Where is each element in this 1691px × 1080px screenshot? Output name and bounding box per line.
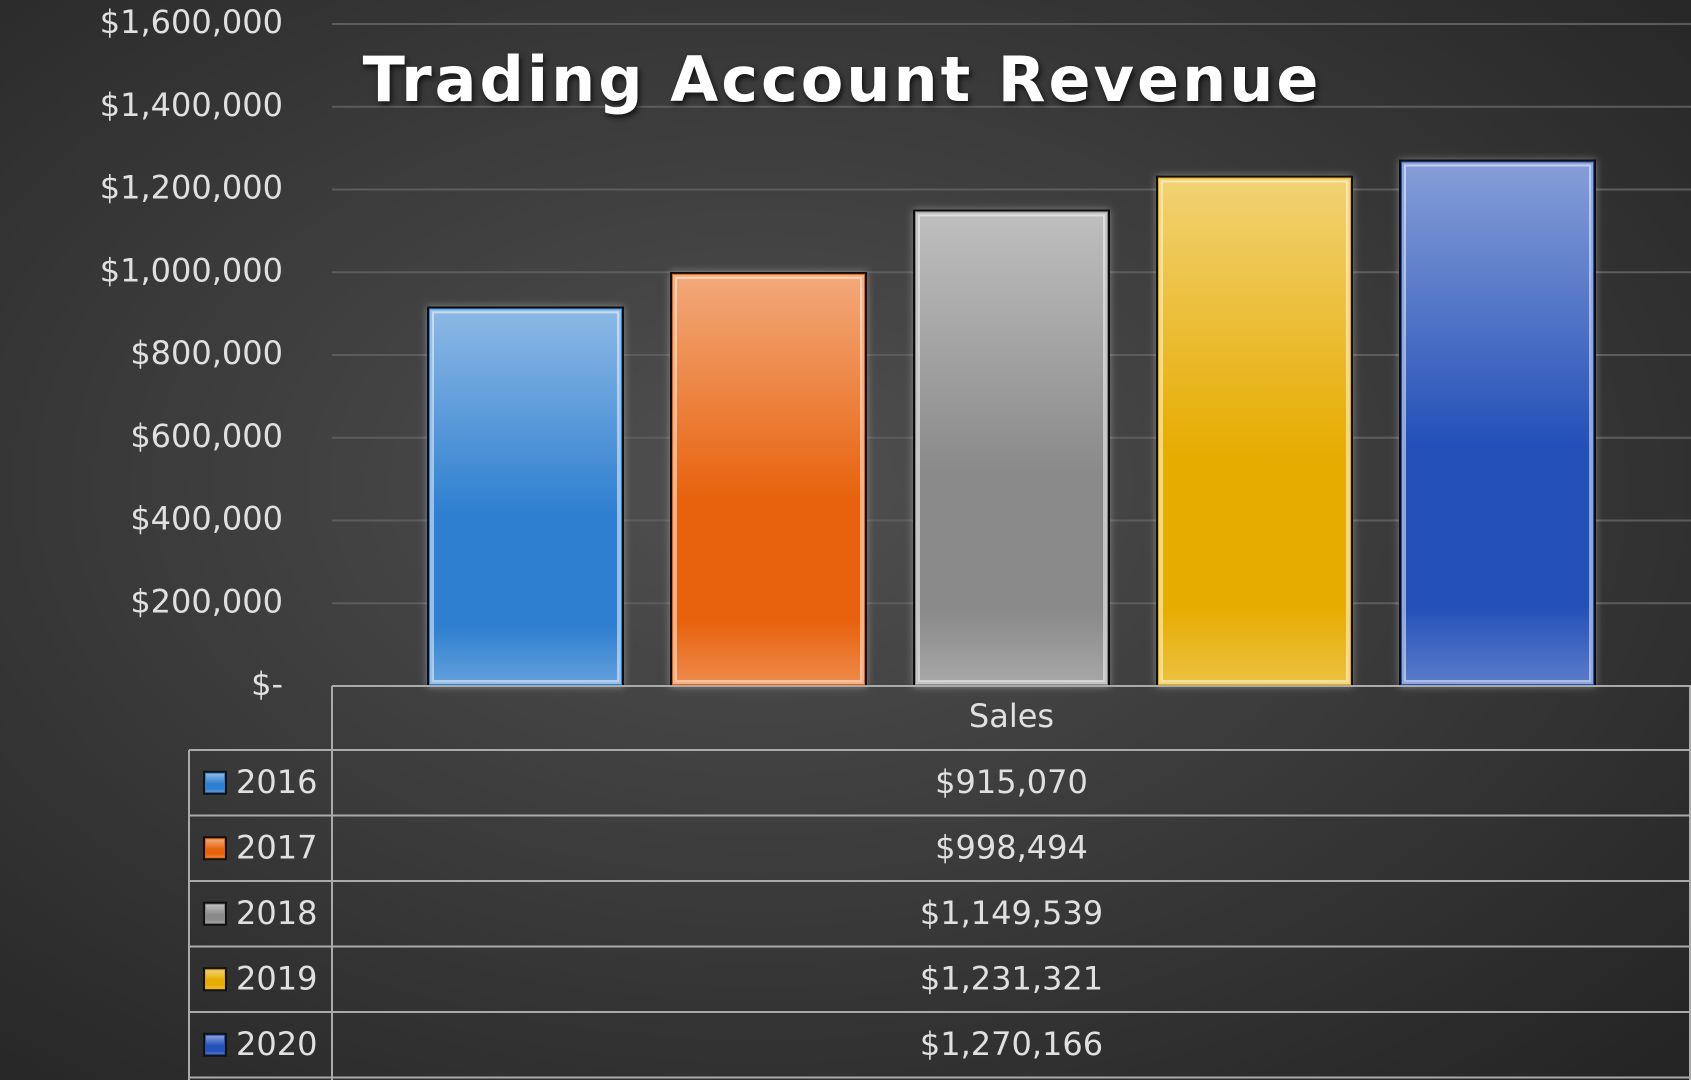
legend-key-shine (206, 904, 224, 923)
data-label: $998,494 (935, 828, 1088, 866)
chart-title: Trading Account Revenue (363, 43, 1322, 116)
legend-key-shine (206, 1035, 224, 1054)
legend-label: 2017 (236, 828, 317, 866)
legend-label: 2016 (236, 763, 317, 801)
bar-shine (916, 212, 1107, 684)
legend-label: 2020 (236, 1025, 317, 1063)
data-label: $1,231,321 (920, 959, 1103, 997)
y-tick-label: $1,600,000 (100, 3, 283, 41)
bar-shine (430, 309, 621, 684)
legend-key-shine (206, 839, 224, 858)
bar-shine (673, 274, 864, 684)
y-tick-label: $800,000 (130, 334, 283, 372)
legend-label: 2019 (236, 959, 317, 997)
data-label: $1,149,539 (920, 894, 1103, 932)
y-tick-label: $400,000 (130, 500, 283, 538)
data-label: $1,270,166 (920, 1025, 1103, 1063)
legend-key-shine (206, 970, 224, 989)
plot: $- $200,000 $400,000 $600,000 $800,000 $1,000… (100, 3, 1691, 1080)
y-tick-label: $1,400,000 (100, 86, 283, 124)
table-header: Sales (969, 697, 1054, 735)
legend-label: 2018 (236, 894, 317, 932)
bar-shine (1159, 178, 1350, 685)
y-tick-label: $600,000 (130, 417, 283, 455)
data-label: $915,070 (935, 763, 1088, 801)
y-tick-label: $200,000 (130, 582, 283, 620)
y-tick-label: $1,000,000 (100, 251, 283, 289)
y-tick-label: $1,200,000 (100, 169, 283, 207)
bar-shine (1402, 162, 1593, 684)
legend-key-shine (206, 773, 224, 792)
y-tick-label: $- (251, 665, 283, 703)
